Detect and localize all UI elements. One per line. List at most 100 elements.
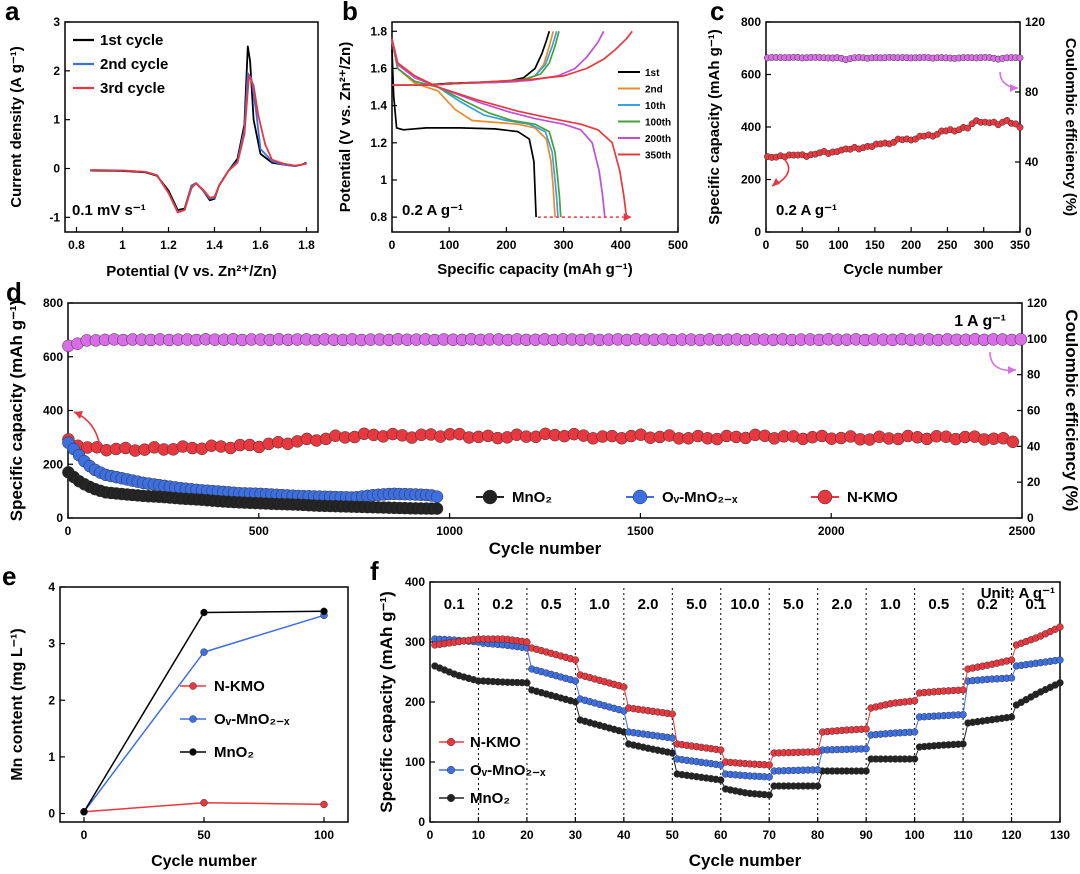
annotation: 0.2 A g⁻¹	[776, 202, 837, 219]
panel-a: 0.8 1 1.2 1.4 1.6 1.8 -1 0 1 2 3 Potential (V vs. Z…	[5, 0, 319, 280]
legend-label: Oᵥ-MnO₂₋ₓ	[662, 489, 738, 506]
rate-label: 0.2	[977, 596, 998, 613]
x-tick-label: 20	[520, 828, 534, 842]
y-tick-label: 0	[56, 511, 63, 525]
x-tick-label: 300	[554, 238, 574, 252]
ov-mno2-point	[430, 490, 444, 503]
legend-label: Oᵥ-MnO₂₋ₓ	[470, 762, 546, 779]
x-tick-label: 1.4	[206, 238, 223, 252]
legend-label: N-KMO	[214, 678, 265, 695]
x-tick-label: 2000	[818, 524, 845, 538]
legend-label: 350th	[645, 151, 671, 162]
y-axis-label: Mn content (mg L⁻¹)	[9, 628, 26, 780]
y-tick-label: 800	[741, 15, 761, 29]
y-tick-label: 200	[43, 457, 63, 471]
y-tick-label: 1.8	[370, 24, 387, 38]
x-tick-label: 150	[865, 238, 885, 252]
x-axis-label: Cycle number	[843, 261, 942, 278]
x-tick-label: 10	[472, 828, 486, 842]
y-tick-label: 0.8	[370, 210, 387, 224]
y-axis-label: Potential (V vs. Zn²⁺/Zn)	[337, 42, 354, 212]
x-tick-label: 120	[1002, 828, 1022, 842]
legend-label: MnO₂	[214, 744, 254, 761]
data-point	[200, 608, 208, 617]
data-point	[320, 607, 328, 616]
y-axis-label: Specific capacity (mAh g⁻¹)	[706, 29, 723, 224]
x-tick-label: 200	[496, 238, 516, 252]
legend-label: 100th	[645, 118, 671, 129]
capacity-point	[964, 124, 972, 132]
legend-label: 3rd cycle	[100, 80, 165, 97]
x-tick-label: 40	[617, 828, 631, 842]
y2-tick-label: 60	[1027, 404, 1041, 418]
y-tick-label: 2	[48, 693, 55, 707]
y-tick-label: 0	[418, 815, 425, 829]
x-tick-label: 100	[314, 828, 334, 842]
data-point	[320, 800, 328, 809]
y-tick-label: 1	[380, 173, 387, 187]
x-tick-label: 1.6	[252, 238, 269, 252]
y-axis-label: Specific capacity (mAh g⁻¹)	[7, 300, 26, 522]
legend-marker	[189, 748, 197, 756]
x-tick-label: 500	[249, 524, 269, 538]
y-tick-label: 0	[48, 807, 55, 821]
rate-label: 0.5	[928, 596, 949, 613]
plot-frame	[64, 21, 319, 233]
discharge-curve-1st	[391, 49, 537, 218]
x-tick-label: 0	[65, 524, 72, 538]
y2-tick-label: 80	[1025, 85, 1039, 99]
y-tick-label: 300	[405, 635, 425, 649]
annotation: 0.2 A g⁻¹	[402, 202, 463, 219]
y-tick-label: 100	[405, 755, 425, 769]
arrow-head	[1008, 366, 1016, 374]
legend-marker	[446, 737, 456, 747]
y2-tick-label: 80	[1027, 368, 1041, 382]
rate-label: 0.1	[1025, 596, 1046, 613]
x-tick-label: 0	[389, 238, 396, 252]
panel-d: 0 500 1000 1500 2000 250002004006008000204060…	[6, 277, 1080, 558]
rate-label: 5.0	[783, 596, 804, 613]
arrow-head	[74, 411, 83, 419]
data-point	[717, 746, 725, 754]
x-tick-label: 90	[859, 828, 873, 842]
unit-label: Unit: A g⁻¹	[981, 585, 1055, 602]
x-tick-label: 80	[811, 828, 825, 842]
legend-label: 10th	[645, 101, 666, 112]
x-tick-label: 60	[714, 828, 728, 842]
x-axis-label: Specific capacity (mAh g⁻¹)	[437, 261, 632, 278]
panel-label: d	[6, 277, 22, 307]
legend-label: MnO₂	[512, 489, 552, 506]
y2-tick-label: 20	[1027, 475, 1041, 489]
x-tick-label: 1	[119, 238, 126, 252]
data-point	[717, 776, 725, 784]
data-point	[200, 648, 208, 656]
data-point	[862, 767, 870, 775]
panel-e: 0 50 100 0 1 2 3 4 Cycle number Mn content (mg L⁻…	[2, 561, 349, 870]
data-point	[862, 725, 870, 733]
x-axis-label: Potential (V vs. Zn²⁺/Zn)	[106, 263, 276, 280]
charge-curve-350th	[392, 30, 633, 87]
rate-label: 2.0	[638, 596, 659, 613]
annotation: 0.1 mV s⁻¹	[72, 202, 146, 219]
legend-label: 1st	[645, 68, 660, 79]
panel-label: e	[2, 561, 16, 591]
data-point	[765, 761, 773, 769]
y-tick-label: 200	[741, 173, 761, 187]
data-point	[620, 683, 628, 691]
rate-label: 10.0	[730, 596, 759, 613]
x-tick-label: 0.8	[68, 238, 85, 252]
x-tick-label: 500	[668, 238, 688, 252]
y-tick-label: 600	[741, 68, 761, 82]
rate-label: 5.0	[686, 596, 707, 613]
y2-tick-label: 40	[1027, 439, 1041, 453]
x-tick-label: 70	[763, 828, 777, 842]
rate-label: 0.5	[541, 596, 562, 613]
y-tick-label: 1.2	[370, 136, 387, 150]
x-tick-label: 250	[937, 238, 957, 252]
y-tick-label: 1	[48, 750, 55, 764]
legend-marker	[189, 715, 197, 723]
y-tick-label: 400	[43, 404, 63, 418]
arrow-head	[623, 213, 632, 222]
annotation: 1 A g⁻¹	[954, 313, 1006, 330]
data-point	[1056, 679, 1064, 687]
